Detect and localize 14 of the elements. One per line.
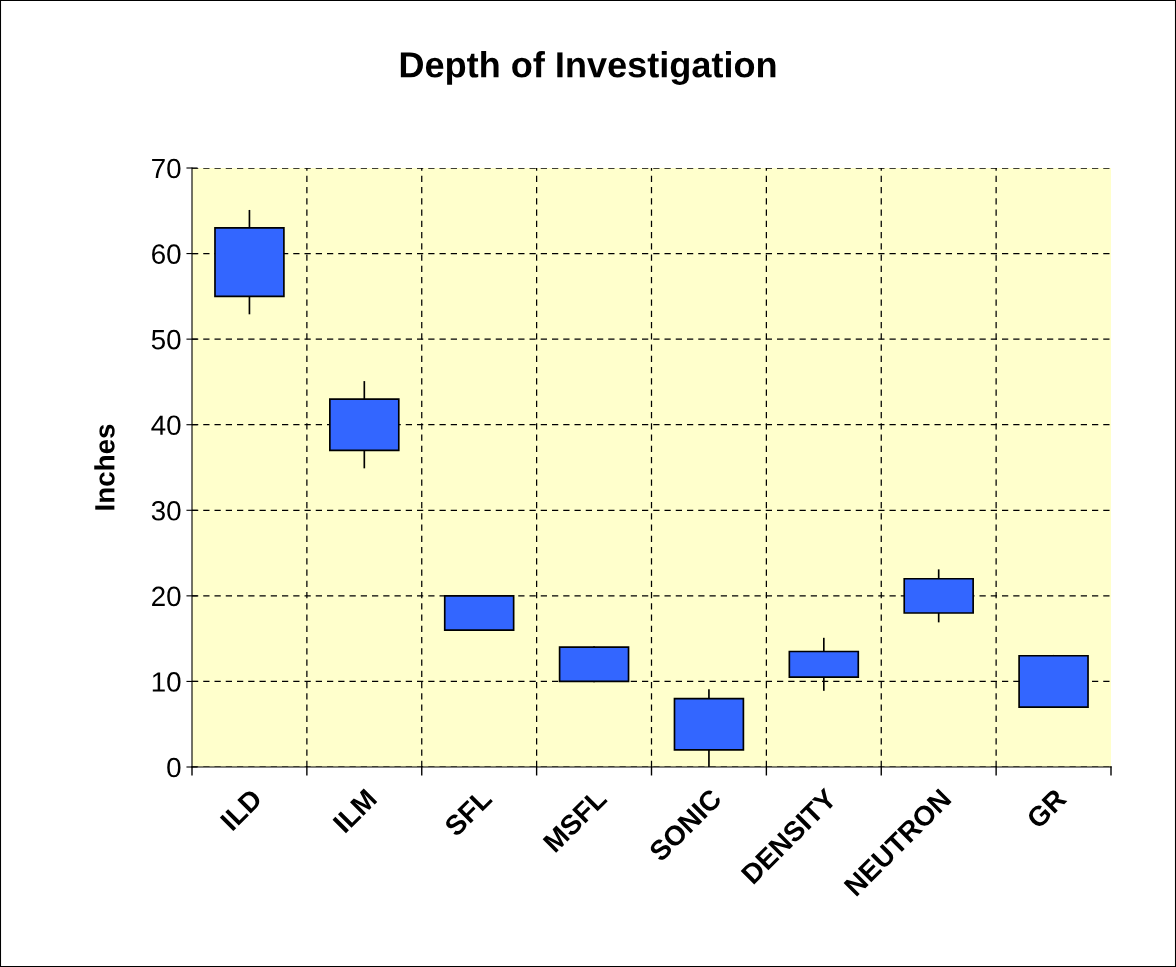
x-tick-label: ILM bbox=[332, 788, 378, 834]
x-tick-label: ILD bbox=[219, 787, 263, 831]
y-tick-label: 50 bbox=[151, 329, 181, 350]
y-tick-label: 60 bbox=[152, 244, 181, 264]
y-tick-label: 0 bbox=[167, 757, 181, 778]
y-tick-label: 70 bbox=[152, 158, 181, 179]
y-axis-title: Inches bbox=[94, 424, 115, 510]
y-tick-label: 10 bbox=[152, 672, 181, 692]
x-tick-label: SFL bbox=[443, 787, 494, 838]
chart-title: Depth of Investigation bbox=[400, 51, 776, 85]
y-tick-label: 20 bbox=[152, 586, 181, 607]
x-tick-label: GR bbox=[1025, 787, 1068, 830]
y-tick-label: 40 bbox=[151, 415, 181, 436]
y-tick-label: 30 bbox=[151, 500, 181, 521]
